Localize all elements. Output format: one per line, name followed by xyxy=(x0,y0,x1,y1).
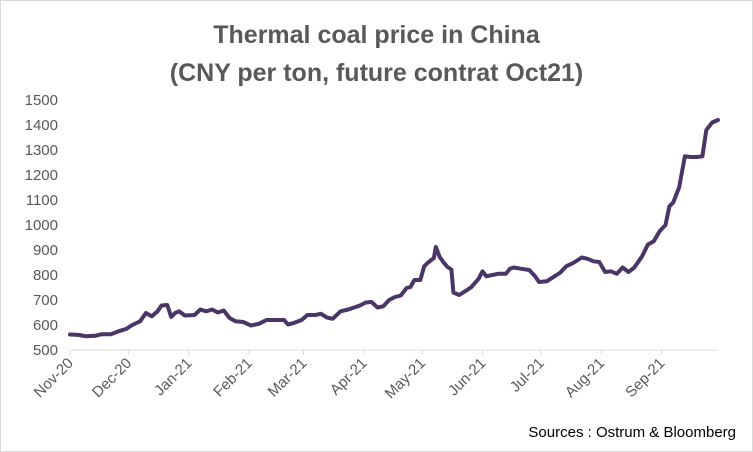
y-tick-label: 500 xyxy=(33,342,58,359)
price-series-line xyxy=(68,118,720,339)
y-tick-label: 1300 xyxy=(25,142,58,159)
x-tick-label: Aug-21 xyxy=(562,355,608,401)
plot-area xyxy=(68,118,720,339)
source-note: Sources : Ostrum & Bloomberg xyxy=(528,424,736,441)
x-axis: Nov-20 Dec-20 Jan-21 Feb-21 Mar-21 Apr-21 May-… xyxy=(31,349,718,402)
y-axis: 500 600 700 800 900 1000 1100 1200 1300 1400 1500 xyxy=(25,92,58,359)
y-tick-label: 800 xyxy=(33,267,58,284)
chart-subtitle: (CNY per ton, future contrat Oct21) xyxy=(169,59,584,87)
y-tick-label: 1100 xyxy=(26,192,58,209)
x-tick-label: Jan-21 xyxy=(151,355,195,399)
y-tick-label: 1400 xyxy=(25,117,58,134)
y-tick-label: 1500 xyxy=(25,92,58,109)
x-tick-label: Dec-20 xyxy=(89,355,135,401)
x-tick-label: Feb-21 xyxy=(210,355,256,401)
y-tick-label: 1200 xyxy=(25,167,58,184)
chart-title: Thermal coal price in China xyxy=(213,21,540,49)
x-tick-label: Jun-21 xyxy=(445,355,489,399)
y-tick-label: 700 xyxy=(33,292,58,309)
y-tick-label: 900 xyxy=(33,242,58,259)
x-tick-label: Mar-21 xyxy=(265,355,311,401)
x-tick-label: Sep-21 xyxy=(622,355,668,401)
x-tick-label: Nov-20 xyxy=(31,355,77,401)
x-tick-label: Jul-21 xyxy=(507,355,548,396)
y-tick-label: 600 xyxy=(33,317,58,334)
x-tick-label: May-21 xyxy=(382,355,429,402)
y-tick-label: 1000 xyxy=(25,217,58,234)
x-tick-label: Apr-21 xyxy=(327,355,371,399)
